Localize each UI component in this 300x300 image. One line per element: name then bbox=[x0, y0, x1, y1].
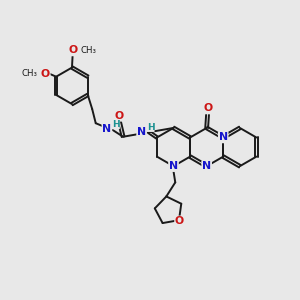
Text: N: N bbox=[137, 127, 146, 137]
Text: O: O bbox=[175, 216, 184, 226]
Text: CH₃: CH₃ bbox=[22, 69, 38, 78]
Text: CH₃: CH₃ bbox=[80, 46, 96, 55]
Text: N: N bbox=[219, 133, 228, 142]
Text: N: N bbox=[202, 161, 211, 171]
Text: N: N bbox=[102, 124, 112, 134]
Text: H: H bbox=[147, 123, 154, 132]
Text: N: N bbox=[169, 161, 178, 171]
Text: O: O bbox=[41, 69, 50, 79]
Text: H: H bbox=[112, 120, 120, 129]
Text: O: O bbox=[204, 103, 213, 113]
Text: O: O bbox=[114, 111, 124, 121]
Text: O: O bbox=[68, 46, 77, 56]
